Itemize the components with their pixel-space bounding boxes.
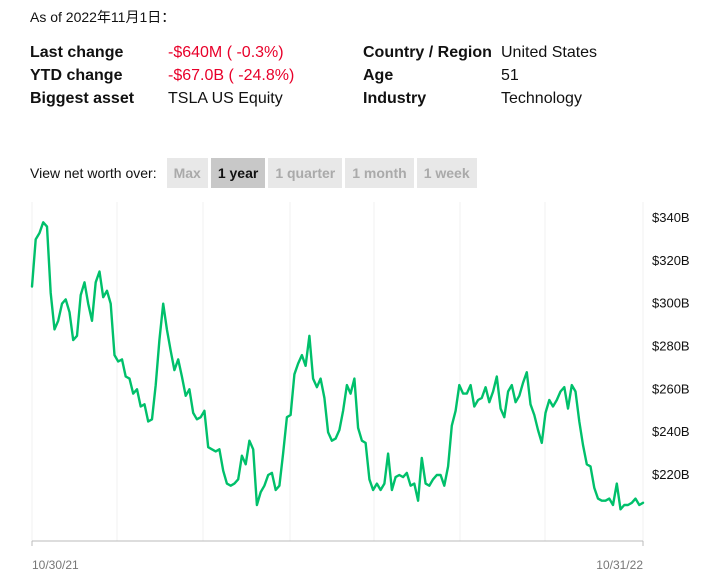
range-button-1-year[interactable]: 1 year — [210, 158, 266, 188]
x-tick-label: 10/31/22 — [596, 558, 643, 572]
x-tick-label: 10/30/21 — [32, 558, 79, 572]
stat-value-age: 51 — [501, 67, 519, 84]
stat-value-country: United States — [501, 44, 598, 61]
view-range-bar: View net worth over: Max 1 year 1 quarte… — [30, 158, 480, 188]
stat-label-age: Age — [363, 67, 394, 84]
stat-biggest-asset: Biggest asset — [30, 90, 134, 108]
range-button-1-quarter[interactable]: 1 quarter — [268, 158, 343, 188]
y-tick-label: $320B — [652, 253, 690, 268]
view-range-label: View net worth over: — [30, 165, 157, 181]
y-tick-label: $300B — [652, 296, 690, 311]
stat-label: Biggest asset — [30, 90, 135, 107]
stat-value-industry: Technology — [501, 90, 582, 107]
y-tick-label: $340B — [652, 210, 690, 225]
net-worth-series-line — [30, 221, 645, 511]
stat-label: Last change — [30, 44, 124, 61]
y-tick-label: $260B — [652, 381, 690, 396]
stat-ytd-change: YTD change — [30, 67, 122, 85]
y-tick-label: $240B — [652, 424, 690, 439]
range-button-1-week[interactable]: 1 week — [416, 158, 477, 188]
stat-value-ytd-change: -$67.0B ( -24.8%) — [168, 67, 295, 84]
y-tick-label: $220B — [652, 467, 690, 482]
as-of-date: As of 2022年11月1日： — [30, 9, 176, 25]
range-button-max[interactable]: Max — [166, 158, 208, 188]
stat-label-country: Country / Region — [363, 44, 492, 61]
stat-label-industry: Industry — [363, 90, 427, 107]
stat-last-change: Last change — [30, 44, 123, 62]
stat-label: YTD change — [30, 67, 123, 84]
range-button-1-month[interactable]: 1 month — [345, 158, 414, 188]
y-tick-label: $280B — [652, 339, 690, 354]
stat-value-last-change: -$640M ( -0.3%) — [168, 44, 284, 61]
stat-value-biggest-asset: TSLA US Equity — [168, 90, 283, 107]
